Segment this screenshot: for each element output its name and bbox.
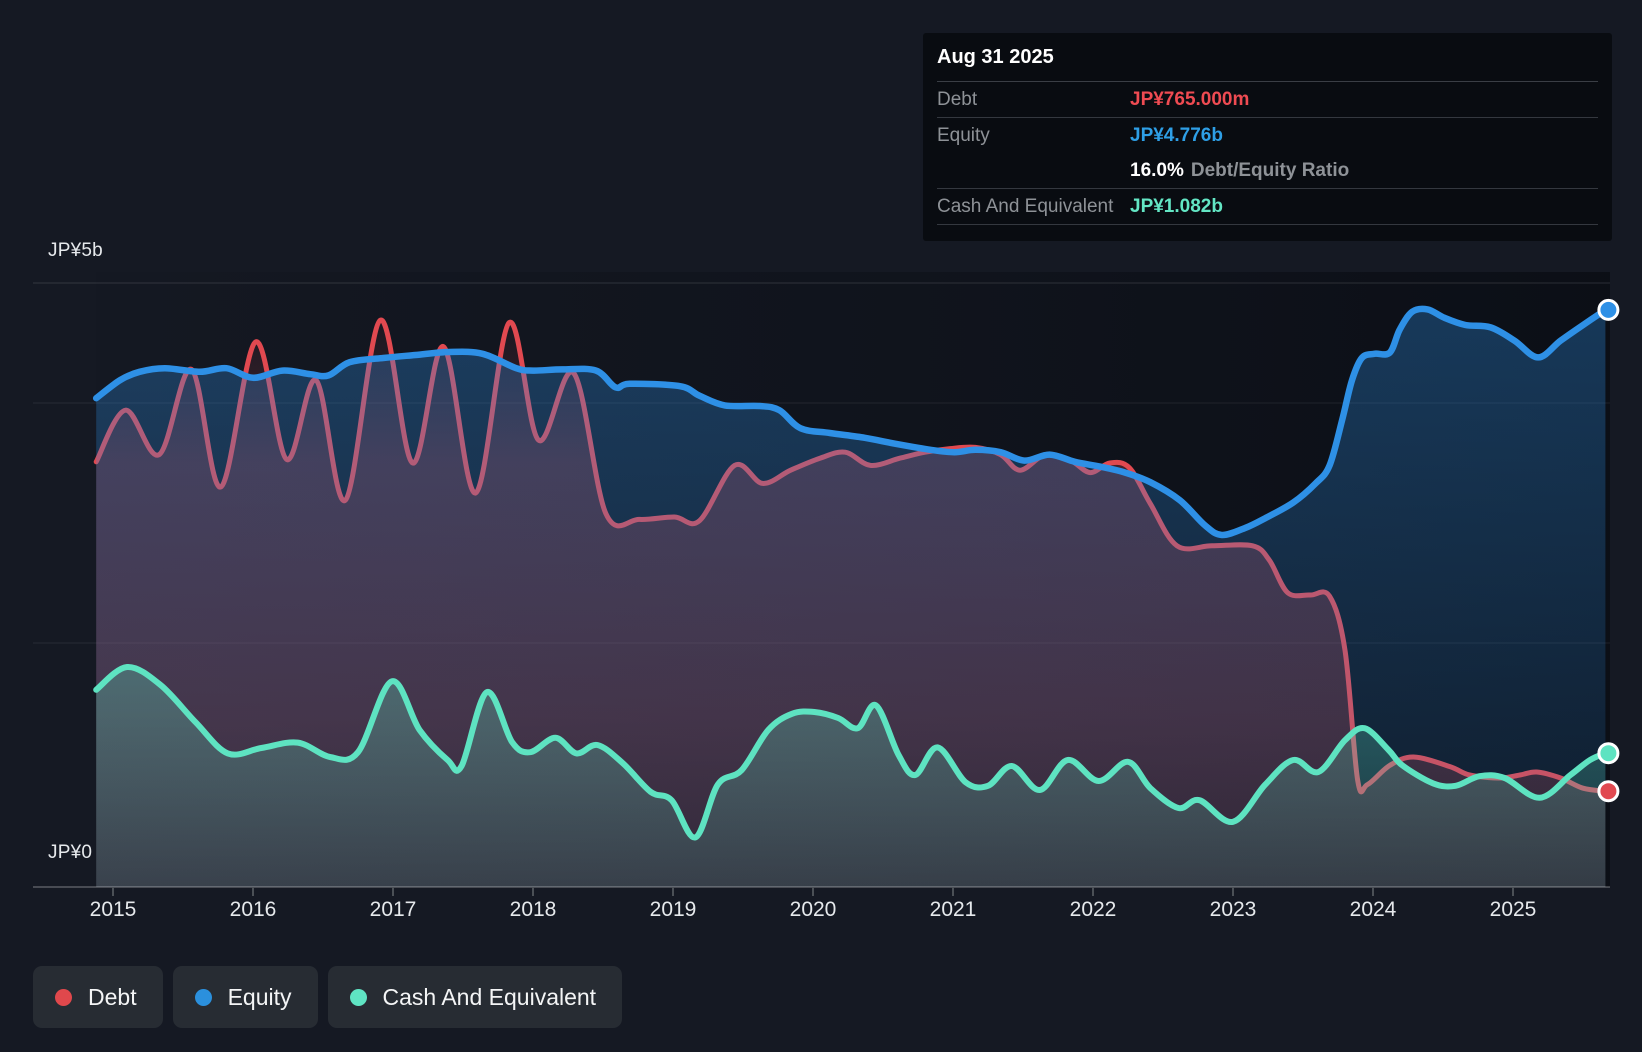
- tooltip-value-debt: JP¥765.000m: [1130, 88, 1250, 110]
- tooltip-row-debt: Debt JP¥765.000m: [937, 82, 1598, 118]
- tooltip-label: Cash And Equivalent: [937, 195, 1114, 217]
- legend-item-cash[interactable]: Cash And Equivalent: [327, 966, 623, 1028]
- equity-series-dot-icon: [194, 988, 212, 1006]
- tooltip-date: Aug 31 2025: [937, 33, 1598, 82]
- cash-series-dot-icon: [349, 988, 367, 1006]
- equity-line: [92, 305, 1609, 539]
- debt-equity-ratio-value: 16.0%: [1130, 159, 1184, 181]
- equity-endpoint-marker[interactable]: [1597, 298, 1620, 321]
- tooltip-value-equity: JP¥4.776b: [1130, 124, 1223, 146]
- debt-endpoint-marker[interactable]: [1597, 780, 1620, 803]
- debt-equity-ratio-label: Debt/Equity Ratio: [1190, 159, 1350, 181]
- legend-label: Equity: [227, 983, 292, 1010]
- x-axis-label: 2019: [650, 898, 697, 921]
- x-axis-label: 2016: [230, 898, 277, 921]
- x-axis-label: 2018: [510, 898, 557, 921]
- legend-label: Cash And Equivalent: [382, 983, 597, 1010]
- cash-area: [96, 666, 1606, 887]
- legend-item-debt[interactable]: Debt: [33, 966, 163, 1028]
- tooltip-row-equity: Equity JP¥4.776b: [937, 118, 1598, 153]
- x-axis-label: 2017: [370, 898, 417, 921]
- legend-label: Debt: [88, 983, 137, 1010]
- cash-line: [93, 664, 1609, 841]
- legend-item-equity[interactable]: Equity: [172, 966, 318, 1028]
- x-axis-label: 2020: [790, 898, 837, 921]
- chart-legend: Debt Equity Cash And Equivalent: [33, 966, 623, 1028]
- tooltip-row-ratio: 16.0% Debt/Equity Ratio: [937, 153, 1598, 189]
- tooltip-label: Debt: [937, 88, 978, 110]
- tooltip-row-cash: Cash And Equivalent JP¥1.082b: [937, 189, 1598, 225]
- x-axis-label: 2015: [90, 898, 137, 921]
- x-axis-label: 2023: [1210, 898, 1257, 921]
- x-axis-label: 2022: [1070, 898, 1117, 921]
- debt-series-dot-icon: [55, 988, 72, 1006]
- x-axis-label: 2024: [1350, 898, 1397, 921]
- y-axis-label-top: JP¥5b: [48, 240, 103, 261]
- tooltip-value-cash: JP¥1.082b: [1130, 195, 1223, 217]
- x-axis-label: 2025: [1490, 898, 1537, 921]
- tooltip-label: Equity: [937, 124, 990, 146]
- x-axis-label: 2021: [930, 898, 977, 921]
- chart-tooltip: Aug 31 2025 Debt JP¥765.000m Equity JP¥4…: [923, 33, 1612, 241]
- y-axis-label-bottom: JP¥0: [48, 842, 93, 863]
- cash-and-equivalent-endpoint-marker[interactable]: [1597, 742, 1620, 765]
